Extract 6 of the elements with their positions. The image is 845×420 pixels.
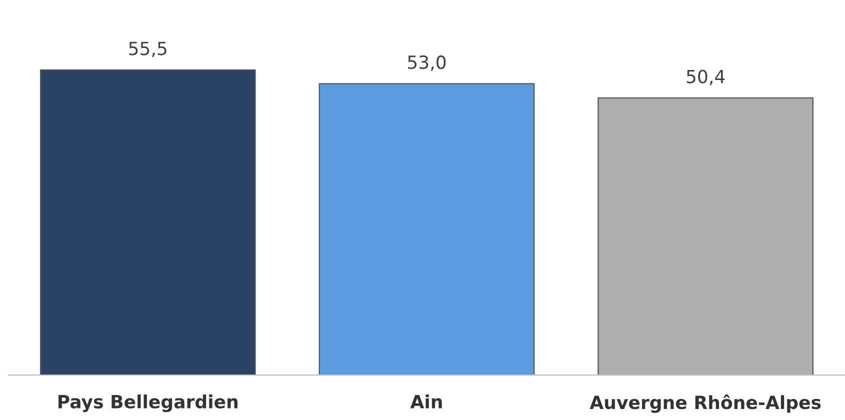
x-tick-label: Pays Bellegardien [58,394,238,412]
data-label: 55,5 [129,42,166,58]
data-label: 53,0 [408,55,446,71]
x-tick-label: Auvergne Rhône-Alpes [590,394,821,413]
x-tick-label: Ain [410,394,442,408]
data-label: 50,4 [686,70,725,86]
